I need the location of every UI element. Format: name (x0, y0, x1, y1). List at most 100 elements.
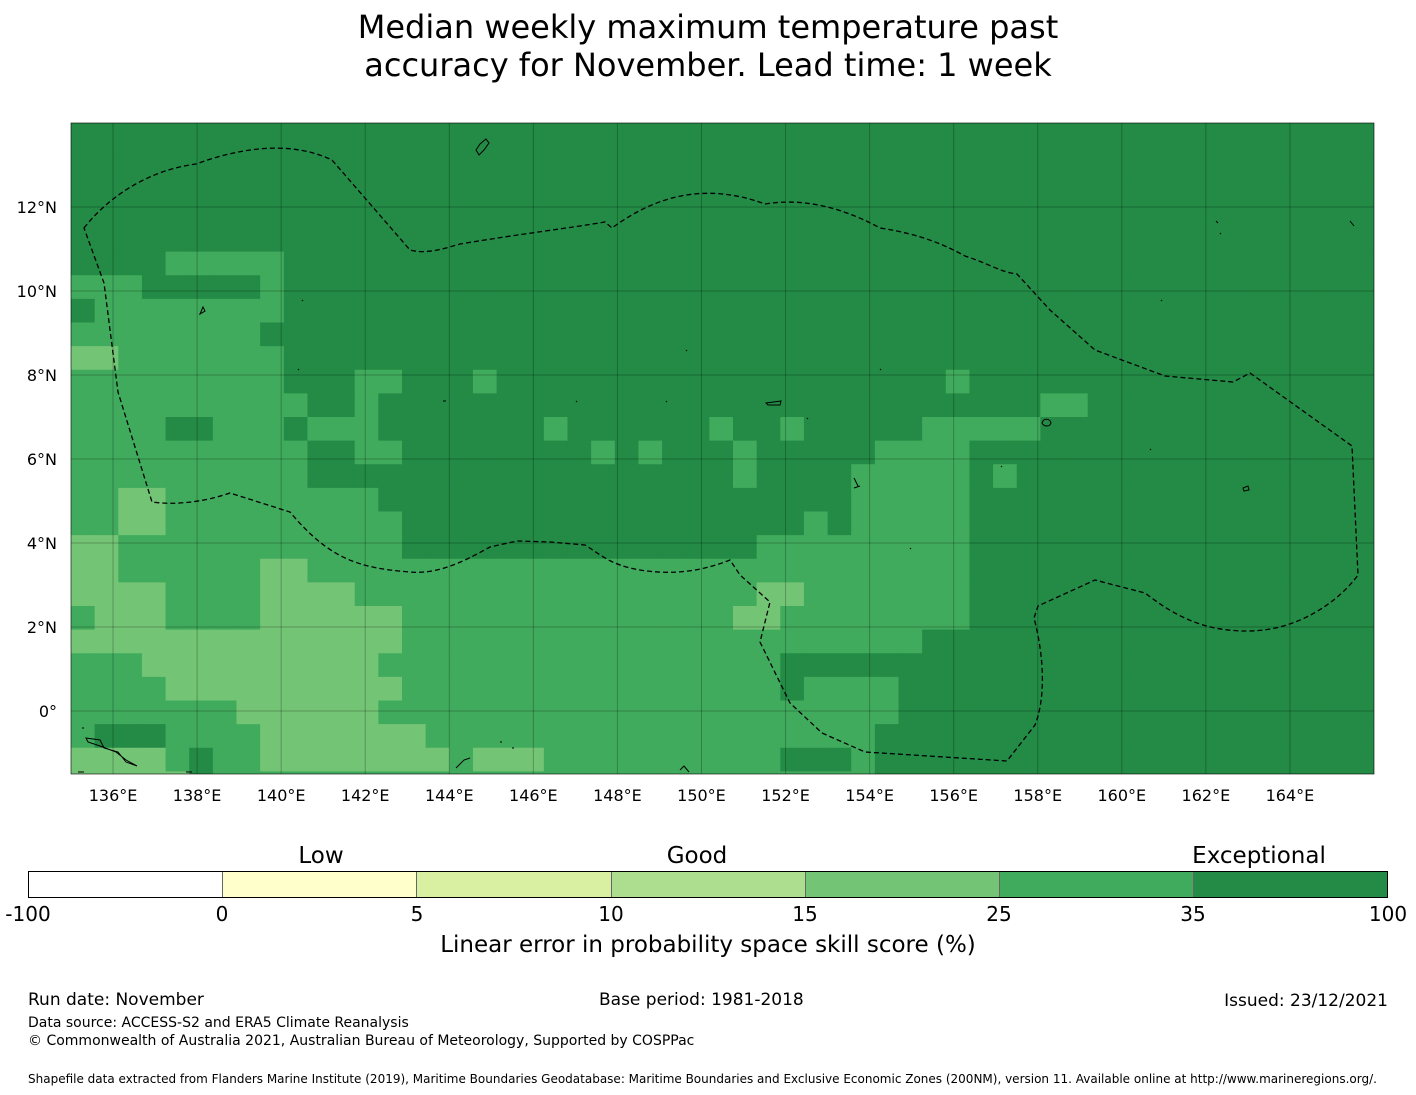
grid-cell (1087, 346, 1112, 371)
grid-cell (851, 369, 876, 394)
grid-cell (1182, 606, 1207, 631)
grid-cell (733, 629, 758, 654)
grid-cell (1300, 251, 1325, 276)
grid-cell (1064, 180, 1089, 205)
grid-cell (969, 653, 994, 678)
copyright-notice: © Commonwealth of Australia 2021, Austra… (28, 1033, 695, 1049)
grid-cell (331, 771, 356, 774)
grid-cell (378, 606, 403, 631)
grid-cell (1087, 676, 1112, 701)
grid-cell (898, 535, 923, 560)
grid-cell (827, 251, 852, 276)
grid-cell (189, 558, 214, 583)
grid-cell (1182, 417, 1207, 442)
grid-cell (780, 511, 805, 536)
grid-cell (945, 180, 970, 205)
grid-cell (1300, 440, 1325, 465)
grid-cell (1300, 724, 1325, 749)
grid-cell (969, 417, 994, 442)
grid-cell (307, 346, 332, 371)
grid-cell (1276, 346, 1301, 371)
grid-cell (803, 133, 829, 158)
grid-cell (1064, 606, 1089, 631)
grid-cell (118, 771, 143, 774)
grid-cell (1276, 747, 1301, 772)
grid-cell (733, 369, 758, 394)
grid-cell (472, 487, 498, 512)
grid-cell (1229, 369, 1254, 394)
grid-cell (425, 440, 450, 465)
grid-cell (756, 700, 781, 725)
grid-cell (449, 700, 474, 725)
grid-cell (567, 417, 592, 442)
grid-cell (1395, 299, 1416, 323)
grid-cell (638, 606, 663, 631)
grid-cell (449, 133, 474, 158)
grid-cell (851, 298, 876, 323)
grid-cell (402, 123, 427, 134)
grid-cell (567, 464, 592, 489)
grid-cell (94, 535, 119, 560)
grid-cell (614, 747, 639, 772)
grid-cell (94, 228, 119, 253)
colorbar-group-exceptional: Exceptional (1192, 843, 1326, 869)
grid-cell (1347, 558, 1372, 583)
grid-cell (1276, 133, 1301, 158)
grid-cell (1276, 275, 1301, 300)
grid-cell (472, 653, 498, 678)
grid-cell (614, 629, 639, 654)
grid-cell (307, 558, 332, 583)
longitude-label: 162°E (1182, 786, 1231, 805)
grid-cell (1182, 346, 1207, 371)
grid-cell (780, 157, 805, 182)
grid-cell (260, 700, 285, 725)
grid-cell (780, 393, 805, 418)
grid-cell (236, 180, 261, 205)
grid-cell (1134, 417, 1160, 442)
latitude-label: 12°N (17, 198, 57, 217)
grid-cell (118, 629, 143, 654)
grid-cell (638, 204, 663, 229)
grid-cell (1205, 417, 1231, 442)
grid-cell (402, 440, 427, 465)
grid-cell (165, 417, 190, 442)
grid-cell (827, 582, 852, 607)
grid-cell (236, 133, 261, 158)
grid-cell (591, 440, 616, 465)
grid-cell (283, 417, 308, 442)
grid-cell (591, 417, 616, 442)
grid-cell (425, 251, 450, 276)
grid-cell (827, 487, 852, 512)
grid-cell (283, 251, 308, 276)
grid-cell (402, 228, 427, 253)
grid-cell (1158, 133, 1183, 158)
grid-cell (945, 440, 970, 465)
grid-cell (756, 251, 781, 276)
grid-cell (425, 747, 450, 772)
grid-cell (520, 582, 545, 607)
longitude-label: 144°E (425, 786, 474, 805)
grid-cell (496, 133, 521, 158)
grid-cell (1158, 204, 1183, 229)
grid-cell (94, 724, 119, 749)
grid-cell (141, 157, 167, 182)
grid-cell (1087, 440, 1112, 465)
grid-cell (118, 204, 143, 229)
grid-cell (851, 700, 876, 725)
grid-cell (591, 771, 616, 774)
grid-cell (496, 747, 521, 772)
grid-cell (449, 204, 474, 229)
grid-cell (756, 653, 781, 678)
grid-cell (71, 629, 96, 654)
grid-cell (212, 204, 238, 229)
grid-cell (71, 582, 96, 607)
grid-cell (520, 322, 545, 347)
grid-cell (472, 606, 498, 631)
grid-cell (1111, 629, 1136, 654)
grid-cell (1064, 346, 1089, 371)
grid-cell (1040, 724, 1065, 749)
grid-cell (1040, 204, 1065, 229)
grid-cell (165, 322, 190, 347)
grid-cell (118, 653, 143, 678)
grid-cell (1347, 133, 1372, 158)
